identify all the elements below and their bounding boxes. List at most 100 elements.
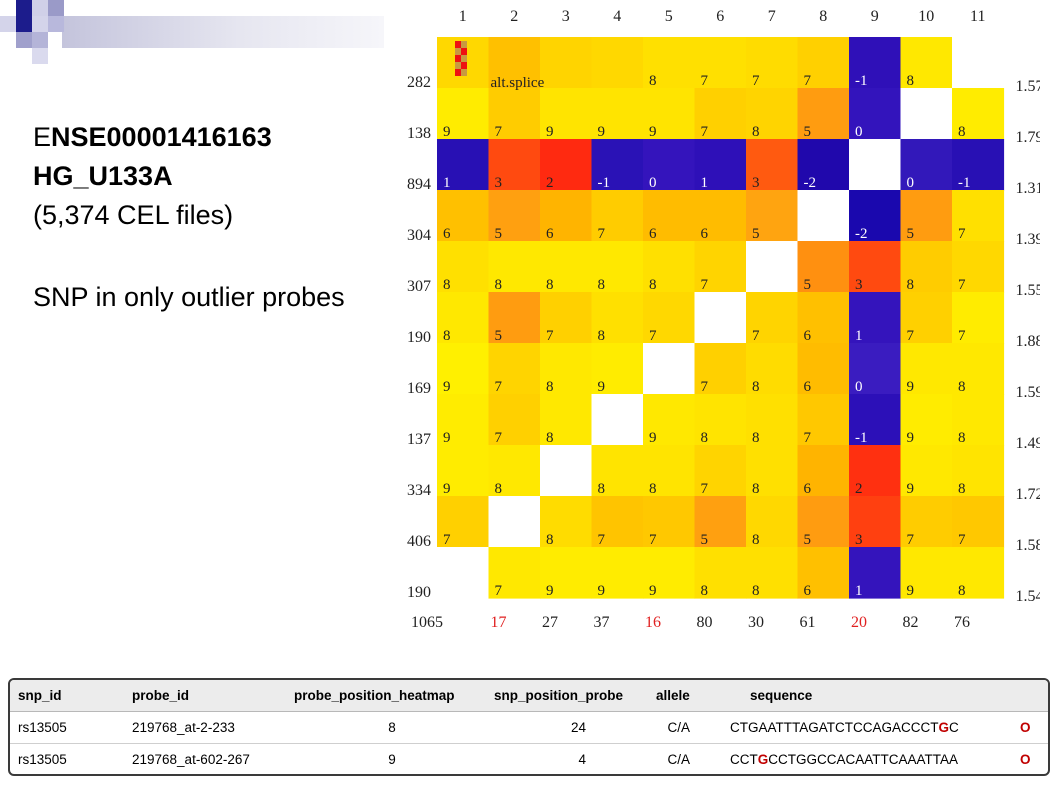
heatmap-cell <box>952 139 1005 191</box>
cell-value: 7 <box>495 124 503 140</box>
cell-value: 7 <box>804 73 812 89</box>
heatmap-cell <box>488 547 541 599</box>
cell-value: 5 <box>804 277 812 293</box>
highlight-marker <box>461 41 467 48</box>
heatmap-cell <box>849 139 902 191</box>
column-label: 7 <box>768 8 776 25</box>
column-label: 6 <box>716 8 724 25</box>
column-label: 2 <box>510 8 518 25</box>
heatmap-cell <box>643 88 696 140</box>
column-bottom-label: 27 <box>542 614 558 631</box>
heatmap-cell <box>900 496 953 548</box>
cell-value: 9 <box>907 430 915 446</box>
sequence-after-snp: CCTGGCCACAATTCAAATTAA <box>768 752 959 767</box>
heatmap-cell <box>437 292 490 344</box>
heatmap-cell <box>849 343 902 395</box>
cell-value: 9 <box>443 430 451 446</box>
logo-square <box>32 16 48 32</box>
table-row: rs13505 219768_at-602-267 9 4 C/A CCTGCC… <box>10 744 1048 774</box>
heatmap-cell <box>694 139 747 191</box>
cell-value: 7 <box>752 328 760 344</box>
cell-value: 7 <box>598 532 606 548</box>
cell-value: 8 <box>907 73 915 89</box>
cell-snp-id: rs13505 <box>18 752 67 767</box>
heatmap-cell <box>540 139 593 191</box>
column-label: 8 <box>819 8 827 25</box>
row-label: 406 <box>407 533 431 550</box>
heatmap-cell <box>540 394 593 446</box>
cell-value: 8 <box>495 481 503 497</box>
heatmap-cell <box>488 241 541 293</box>
array-name: HG_U133A <box>33 161 173 191</box>
logo-square <box>32 48 48 64</box>
cell-value: 9 <box>598 583 606 599</box>
heatmap-cell <box>591 241 644 293</box>
heatmap-cell <box>694 547 747 599</box>
column-label: 4 <box>613 8 621 25</box>
heatmap-cell <box>488 37 541 89</box>
cell-probe-id: 219768_at-602-267 <box>132 752 250 767</box>
cell-snp-id: rs13505 <box>18 720 67 735</box>
cell-value: 5 <box>804 532 812 548</box>
heatmap-cell <box>900 139 953 191</box>
cell-value: 5 <box>752 226 760 242</box>
row-label: 169 <box>407 380 431 397</box>
heatmap-cell <box>900 343 953 395</box>
header-sequence: sequence <box>750 688 813 703</box>
cell-value: 7 <box>495 430 503 446</box>
heatmap-cell <box>694 88 747 140</box>
cell-value: 7 <box>958 532 966 548</box>
heatmap-cell <box>437 343 490 395</box>
heatmap-cell <box>591 394 644 446</box>
logo-square <box>0 0 16 16</box>
heatmap-cell <box>900 190 953 242</box>
cell-value: 8 <box>546 430 554 446</box>
heatmap-cell <box>694 190 747 242</box>
highlight-marker <box>461 69 467 76</box>
cell-value: 0 <box>907 175 915 191</box>
heatmap-cell <box>488 394 541 446</box>
cell-value: 8 <box>649 73 657 89</box>
heatmap-cell <box>797 241 850 293</box>
cell-value: 8 <box>752 583 760 599</box>
heatmap-cell <box>952 343 1005 395</box>
heatmap-cell <box>540 343 593 395</box>
cell-value: 7 <box>546 328 554 344</box>
cell-value: 9 <box>907 481 915 497</box>
heatmap-cell <box>797 190 850 242</box>
row-label: 282 <box>407 74 431 91</box>
heatmap-cell <box>797 445 850 497</box>
cell-value: 7 <box>958 226 966 242</box>
heatmap-cell <box>952 292 1005 344</box>
cell-sequence: CTGAATTTAGATCTCCAGACCCTGC <box>730 712 959 743</box>
heatmap-cell <box>437 445 490 497</box>
cell-value: 3 <box>752 175 760 191</box>
heatmap-cell <box>643 292 696 344</box>
heatmap-cell <box>437 190 490 242</box>
cell-value: 7 <box>701 379 709 395</box>
heatmap-cell <box>849 37 902 89</box>
cell-value: -2 <box>855 226 868 242</box>
cell-value: -1 <box>598 175 611 191</box>
cell-snp-position-probe: 24 <box>570 720 586 735</box>
cell-value: 6 <box>546 226 554 242</box>
logo-square <box>32 32 48 48</box>
outlier-flag: O <box>1020 752 1031 767</box>
heatmap-cell <box>797 394 850 446</box>
heatmap-cell <box>694 343 747 395</box>
logo-square <box>16 16 32 32</box>
heatmap-cell <box>952 37 1005 89</box>
cell-allele: C/A <box>667 752 690 767</box>
heatmap-cell <box>694 496 747 548</box>
cell-value: 3 <box>855 277 863 293</box>
cell-value: 8 <box>546 277 554 293</box>
cell-probe-id: 219768_at-2-233 <box>132 720 235 735</box>
cell-value: 7 <box>752 73 760 89</box>
heatmap-cell <box>643 496 696 548</box>
cell-value: 1 <box>443 175 451 191</box>
cell-value: 8 <box>598 481 606 497</box>
column-bottom-label: 80 <box>697 614 713 631</box>
heatmap-cell <box>540 37 593 89</box>
heatmap-cell <box>488 292 541 344</box>
slide-logo <box>0 0 384 64</box>
